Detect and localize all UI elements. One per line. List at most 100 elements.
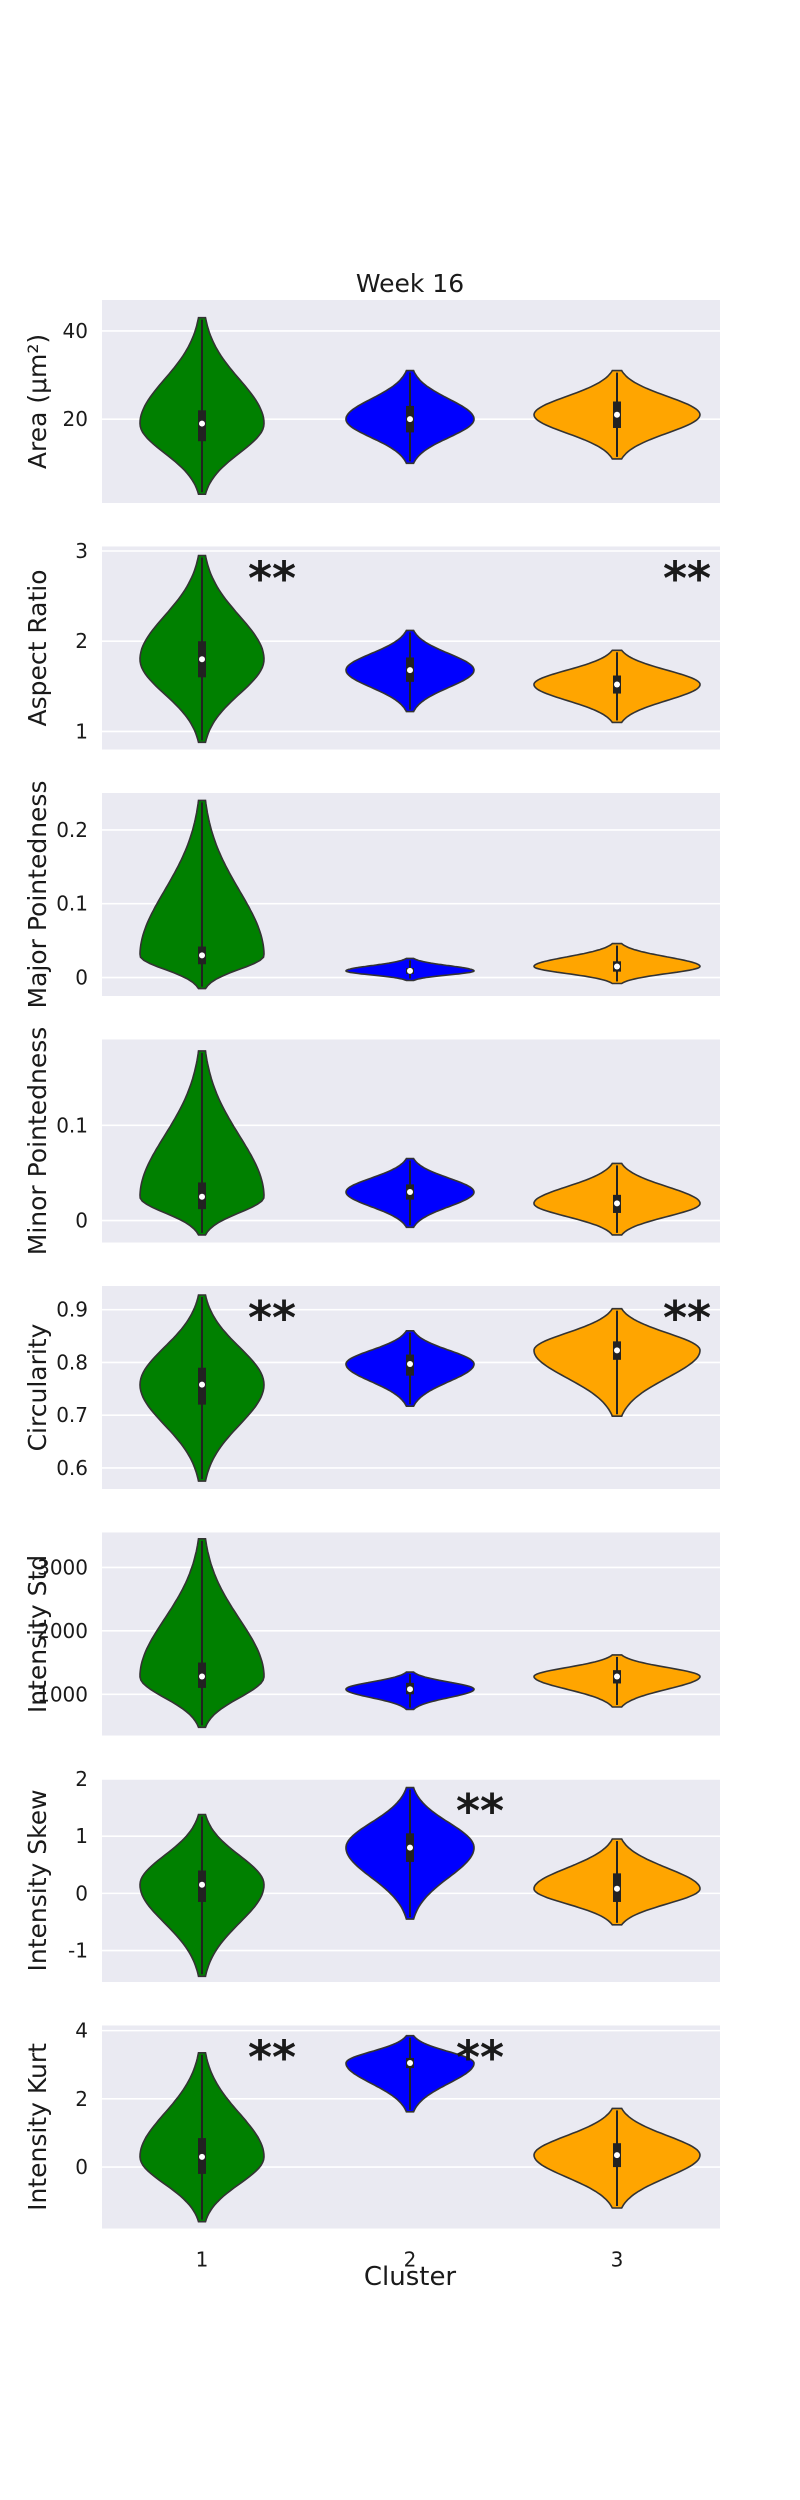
- median-dot: [199, 2153, 205, 2160]
- violin-cluster-2: [345, 957, 475, 982]
- median-dot: [614, 411, 620, 418]
- y-axis-label: Intensity Std: [23, 1555, 52, 1713]
- violin-cluster-2: [345, 1157, 475, 1229]
- y-axis-label: Minor Pointedness: [23, 1027, 52, 1255]
- x-tick-label: 1: [196, 2248, 209, 2272]
- median-dot: [407, 1361, 413, 1368]
- y-tick-label: 0.8: [56, 1350, 88, 1374]
- median-dot: [614, 681, 620, 688]
- y-tick-label: 1: [75, 719, 88, 743]
- violin-cluster-3: [533, 369, 701, 460]
- violin-cluster-1: [139, 1294, 265, 1482]
- y-tick-label: 0: [75, 1881, 88, 1905]
- figure-title: Week 16: [356, 269, 464, 298]
- y-tick-label: 0.1: [56, 892, 88, 916]
- y-tick-label: 0.2: [56, 818, 88, 842]
- violin-cluster-2: [345, 2034, 475, 2113]
- y-tick-label: 3: [75, 539, 88, 563]
- significance-marker: **: [663, 552, 711, 606]
- violin-cluster-1: [139, 554, 265, 744]
- y-tick-label: 0: [75, 2155, 88, 2179]
- y-axis-label: Area (μm²): [23, 334, 52, 469]
- median-dot: [614, 1885, 620, 1892]
- y-tick-label: 4: [75, 2019, 88, 2043]
- violin-cluster-3: [533, 649, 701, 724]
- x-tick-label: 3: [611, 2248, 624, 2272]
- violin-cluster-3: [533, 1838, 701, 1926]
- y-tick-label: 2: [75, 1767, 88, 1791]
- y-tick-label: 0: [75, 1209, 88, 1233]
- violin-cluster-3: [533, 1307, 701, 1417]
- median-dot: [199, 1381, 205, 1388]
- violin-cluster-3: [533, 1162, 701, 1236]
- median-dot: [199, 1193, 205, 1200]
- significance-marker: **: [248, 2031, 296, 2085]
- median-dot: [614, 963, 620, 970]
- median-dot: [199, 1673, 205, 1680]
- violin-cluster-3: [533, 942, 701, 985]
- panel-1: 20 40 Area (μm²): [23, 300, 720, 503]
- median-dot: [407, 1686, 413, 1693]
- violin-cluster-1: [139, 1813, 265, 1978]
- median-dot: [614, 2152, 620, 2159]
- median-dot: [407, 2060, 413, 2067]
- median-dot: [199, 656, 205, 663]
- median-dot: [199, 420, 205, 427]
- violin-cluster-3: [533, 2107, 701, 2209]
- median-dot: [407, 1844, 413, 1851]
- x-axis-label: Cluster: [364, 2262, 457, 2292]
- y-tick-label: 3000: [37, 1555, 88, 1579]
- y-axis-label: Aspect Ratio: [23, 569, 52, 726]
- violin-cluster-2: [345, 1330, 475, 1407]
- violin-cluster-3: [533, 1654, 701, 1708]
- violin-cluster-2: [345, 369, 475, 465]
- significance-marker: **: [248, 552, 296, 606]
- y-tick-label: 20: [63, 407, 88, 431]
- y-tick-label: 1: [75, 1824, 88, 1848]
- violin-cluster-2: [345, 629, 475, 713]
- x-tick-label: 2: [404, 2248, 417, 2272]
- median-dot: [407, 1188, 413, 1195]
- violin-cluster-2: [345, 1786, 475, 1920]
- y-tick-label: -1: [68, 1939, 88, 1963]
- y-tick-label: 0.6: [56, 1456, 88, 1480]
- y-tick-label: 2000: [37, 1619, 88, 1643]
- y-tick-label: 0.7: [56, 1403, 88, 1427]
- y-axis-label: Intensity Kurt: [23, 2043, 52, 2211]
- y-tick-label: 0.1: [56, 1113, 88, 1137]
- median-dot: [199, 952, 205, 959]
- y-tick-label: 2: [75, 2087, 88, 2111]
- panel-2: 1 2 3 Aspect Ratio ** **: [23, 539, 720, 750]
- y-axis-label: Intensity Skew: [23, 1789, 52, 1971]
- significance-marker: **: [663, 1291, 711, 1345]
- median-dot: [407, 967, 413, 974]
- median-dot: [614, 1673, 620, 1680]
- y-tick-label: 0.9: [56, 1298, 88, 1322]
- significance-marker: **: [456, 2031, 504, 2085]
- significance-marker: **: [248, 1291, 296, 1345]
- violin-cluster-1: [139, 2052, 265, 2223]
- violin-cluster-2: [345, 1671, 475, 1711]
- median-dot: [407, 416, 413, 423]
- median-dot: [614, 1347, 620, 1354]
- median-dot: [199, 1881, 205, 1888]
- y-tick-label: 40: [63, 319, 88, 343]
- violin-cluster-1: [139, 799, 265, 990]
- x-axis: 1 2 3: [196, 2248, 624, 2272]
- panel-7: -1 0 1 2 Intensity Skew **: [23, 1767, 720, 1982]
- median-dot: [614, 1200, 620, 1207]
- y-tick-label: 1000: [37, 1682, 88, 1706]
- y-axis-label: Circularity: [23, 1323, 52, 1451]
- violin-cluster-1: [139, 316, 265, 495]
- y-tick-label: 0: [75, 966, 88, 990]
- panel-8: 0 2 4 Intensity Kurt ** **: [23, 2019, 720, 2229]
- median-dot: [407, 667, 413, 674]
- significance-marker: **: [456, 1784, 504, 1838]
- violin-cluster-1: [139, 1538, 265, 1729]
